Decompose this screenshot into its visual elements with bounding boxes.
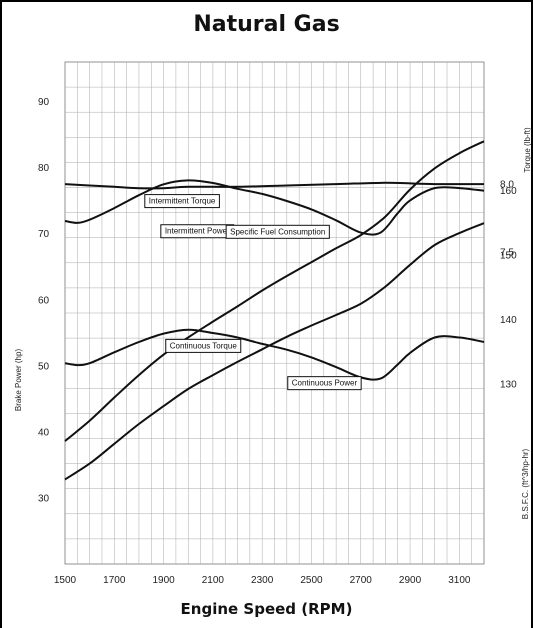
power-tick-label: 30 <box>38 493 50 504</box>
power-tick-label: 90 <box>38 97 50 108</box>
annotation-label: Continuous Torque <box>170 341 238 350</box>
power-tick-label: 70 <box>38 229 50 240</box>
x-tick-label: 2900 <box>399 575 422 586</box>
annotation-box <box>144 194 220 209</box>
annotation-intermittent-torque: Intermittent Torque <box>144 194 220 209</box>
x-tick-label: 3100 <box>448 575 471 586</box>
torque-tick-label: 160 <box>500 186 517 197</box>
annotation-continuous-power: Continuous Power <box>287 376 362 391</box>
annotations: Intermittent Torque Continuous Torque Inte… <box>144 194 362 391</box>
series-line-continuous-torque <box>64 328 485 381</box>
y-axis-label-torque: Torque (lb-ft) <box>523 127 532 173</box>
power-tick-label: 60 <box>38 295 50 306</box>
annotation-continuous-torque: Continuous Torque <box>165 338 242 353</box>
grid <box>64 61 485 565</box>
annotation-label: Continuous Power <box>292 379 358 388</box>
y-axis-label-bsfc: B.S.F.C. (ft^3/hp-hr) <box>521 448 530 519</box>
series-line-intermittent-power <box>64 140 485 442</box>
torque-tick-label: 130 <box>500 379 517 390</box>
power-tick-label: 40 <box>38 427 50 438</box>
annotation-label: Specific Fuel Consumption <box>230 227 325 236</box>
series-line-specific-fuel-consumption <box>64 181 485 190</box>
x-tick-label: 1900 <box>152 575 175 586</box>
annotation-specific-fuel-consumption: Specific Fuel Consumption <box>225 224 330 239</box>
x-axis-label: Engine Speed (RPM) <box>180 600 353 618</box>
ticks: 1500 1700 1900 2100 2300 2500 2700 2900 3100 30 40… <box>38 97 517 586</box>
bsfc-tick-label: 8.0 <box>500 180 514 191</box>
series-layer <box>64 140 485 481</box>
x-tick-label: 2300 <box>251 575 274 586</box>
torque-tick-label: 140 <box>500 315 517 326</box>
x-tick-label: 1700 <box>103 575 126 586</box>
power-tick-label: 80 <box>38 163 50 174</box>
power-tick-label: 50 <box>38 361 50 372</box>
annotation-intermittent-power: Intermittent Power <box>160 224 235 239</box>
y-axis-label-power: Brake Power (hp) <box>14 349 23 412</box>
x-tick-label: 1500 <box>54 575 77 586</box>
x-tick-label: 2700 <box>350 575 373 586</box>
torque-tick-label: 150 <box>500 251 517 262</box>
chart-title: Natural Gas <box>193 12 340 37</box>
annotation-label: Intermittent Torque <box>149 197 216 206</box>
annotation-label: Intermittent Power <box>165 227 230 236</box>
bsfc-tick-label: 7.5 <box>500 247 514 258</box>
x-tick-label: 2500 <box>300 575 323 586</box>
series-line-continuous-power <box>64 222 485 481</box>
annotation-box <box>225 224 330 239</box>
annotation-box <box>165 338 242 353</box>
x-tick-label: 2100 <box>202 575 225 586</box>
annotation-box <box>287 376 362 391</box>
series-line-intermittent-torque <box>64 179 485 236</box>
